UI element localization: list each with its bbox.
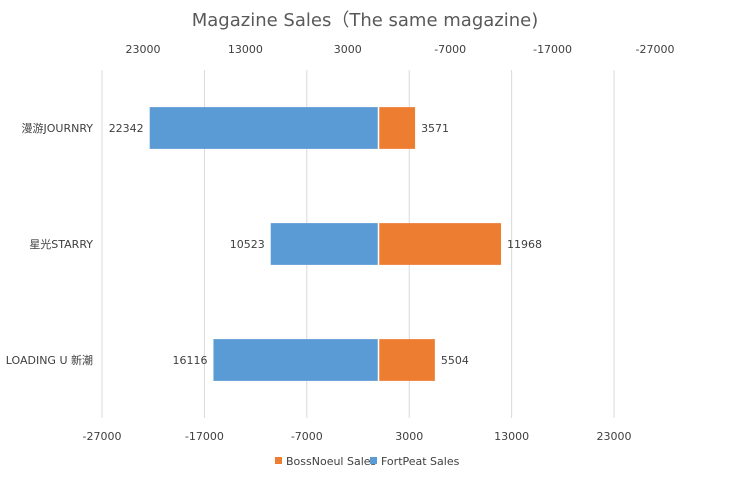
bar — [378, 107, 416, 149]
x-tick-label-bottom: 23000 — [597, 430, 632, 443]
data-label: 11968 — [507, 238, 542, 251]
bar — [213, 339, 379, 381]
x-tick-label-bottom: -17000 — [185, 430, 224, 443]
chart-title: Magazine Sales（The same magazine) — [192, 10, 539, 31]
x-tick-label-bottom: -27000 — [83, 430, 122, 443]
x-tick-label-bottom: 13000 — [494, 430, 529, 443]
legend-swatch — [370, 457, 377, 464]
data-label: 22342 — [109, 122, 144, 135]
data-label: 10523 — [230, 238, 265, 251]
legend-label: BossNoeul Sales — [286, 455, 377, 468]
bar — [270, 223, 379, 265]
x-tick-label-bottom: 3000 — [395, 430, 423, 443]
bar — [149, 107, 379, 149]
legend-label: FortPeat Sales — [381, 455, 460, 468]
bar — [378, 223, 502, 265]
category-label: 漫游JOURNRY — [22, 121, 94, 135]
x-tick-label-top: -27000 — [636, 43, 675, 56]
x-tick-label-top: -7000 — [434, 43, 466, 56]
x-tick-label-top: 23000 — [125, 43, 160, 56]
category-label: 星光STARRY — [29, 237, 93, 251]
category-label: LOADING U 新潮 — [6, 353, 93, 367]
bar — [378, 339, 435, 381]
data-label: 3571 — [421, 122, 449, 135]
x-tick-label-top: -17000 — [533, 43, 572, 56]
x-tick-label-bottom: -7000 — [291, 430, 323, 443]
x-tick-label-top: 13000 — [228, 43, 263, 56]
legend-swatch — [275, 457, 282, 464]
data-label: 5504 — [441, 354, 469, 367]
x-tick-label-top: 3000 — [334, 43, 362, 56]
data-label: 16116 — [172, 354, 207, 367]
